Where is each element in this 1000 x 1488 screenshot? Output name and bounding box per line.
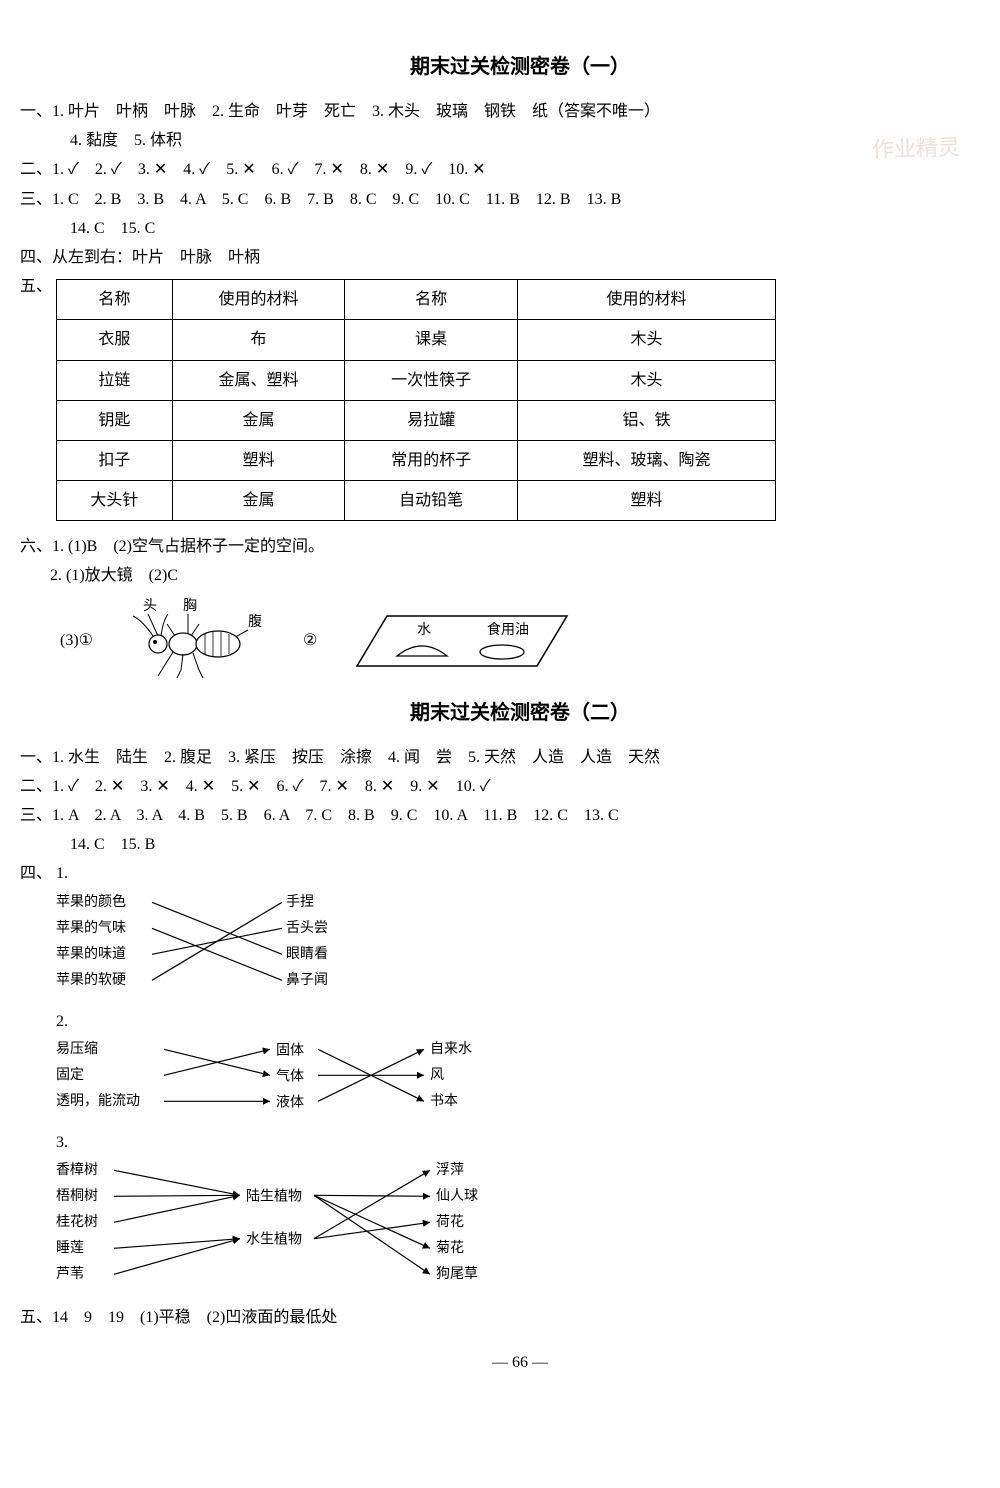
table-cell: 衣服	[57, 320, 173, 360]
match-right-label: 鼻子闻	[286, 971, 328, 988]
match-diagram-3: 3. 香樟树梧桐树桂花树睡莲芦苇 陆生植物水生植物 浮萍仙人球荷花菊花狗尾草	[56, 1129, 1000, 1292]
insect-abdomen-label: 腹	[248, 613, 262, 630]
table-header: 使用的材料	[517, 280, 775, 320]
match-mid-label: 固体	[276, 1042, 304, 1058]
match-mid-label: 气体	[276, 1068, 304, 1084]
exam2-title: 期末过关检测密卷（二）	[20, 696, 1000, 730]
match-right-label: 菊花	[436, 1240, 464, 1256]
exam1-q4: 四、从左到右：叶片 叶脉 叶柄	[20, 244, 1000, 271]
insect-head-label: 头	[143, 598, 157, 614]
match-left-label: 睡莲	[56, 1240, 84, 1256]
table-header: 名称	[57, 280, 173, 320]
match-right-label: 自来水	[430, 1041, 472, 1057]
exam1-q2: 二、1. ✓ 2. ✓ 3. ✕ 4. ✓ 5. ✕ 6. ✓ 7. ✕ 8. …	[20, 156, 1000, 183]
match-left-label: 苹果的味道	[56, 946, 126, 962]
table-header: 使用的材料	[172, 280, 345, 320]
slide-oil-label: 食用油	[487, 621, 529, 638]
table-cell: 木头	[517, 320, 775, 360]
table-cell: 扣子	[57, 440, 173, 480]
table-cell: 布	[172, 320, 345, 360]
match-right-label: 眼睛看	[286, 946, 328, 962]
table-row: 钥匙 金属 易拉罐 铝、铁	[57, 400, 776, 440]
match-left-label: 苹果的软硬	[56, 972, 126, 988]
exam1-q3: 三、1. C 2. B 3. B 4. A 5. C 6. B 7. B 8. …	[20, 186, 1000, 213]
table-row: 拉链 金属、塑料 一次性筷子 木头	[57, 360, 776, 400]
exam1-q6b: 2. (1)放大镜 (2)C	[20, 562, 1000, 589]
match-right-label: 手捏	[286, 894, 314, 910]
match-left-label: 透明，能流动	[56, 1093, 140, 1109]
table-cell: 金属	[172, 481, 345, 521]
table-cell: 拉链	[57, 360, 173, 400]
table-cell: 塑料、玻璃、陶瓷	[517, 440, 775, 480]
match-left-label: 芦苇	[56, 1266, 84, 1282]
exam2-q3: 三、1. A 2. A 3. A 4. B 5. B 6. A 7. C 8. …	[20, 802, 1000, 829]
match-right-label: 书本	[430, 1093, 458, 1109]
table-cell: 塑料	[517, 481, 775, 521]
table-header-row: 名称 使用的材料 名称 使用的材料	[57, 280, 776, 320]
table-cell: 大头针	[57, 481, 173, 521]
exam1-q6c-mid: ②	[303, 627, 317, 654]
exam1-q1: 一、1. 叶片 叶柄 叶脉 2. 生命 叶芽 死亡 3. 木头 玻璃 钢铁 纸（…	[20, 98, 1000, 125]
match-left-label: 苹果的颜色	[56, 893, 126, 910]
exam1-q6c-diagram-row: (3)① 头 胸 腹 ② 水 食用油	[60, 596, 1000, 686]
match-diagram-2: 2. 易压缩固定透明，能流动 固体气体液体 自来水风书本	[56, 1008, 1000, 1119]
match-left-label: 易压缩	[56, 1041, 98, 1057]
exam2-q4-label: 四、	[20, 860, 56, 887]
slide-diagram-icon: 水 食用油	[337, 596, 577, 686]
table-cell: 塑料	[172, 440, 345, 480]
materials-table: 名称 使用的材料 名称 使用的材料 衣服 布 课桌 木头 拉链 金属、塑料 一次…	[56, 279, 776, 521]
table-cell: 木头	[517, 360, 775, 400]
table-cell: 课桌	[345, 320, 518, 360]
exam1-title: 期末过关检测密卷（一）	[20, 50, 1000, 84]
table-cell: 钥匙	[57, 400, 173, 440]
table-row: 扣子 塑料 常用的杯子 塑料、玻璃、陶瓷	[57, 440, 776, 480]
match-right-label: 风	[430, 1068, 444, 1083]
exam2-q3b: 14. C 15. B	[20, 831, 1000, 858]
match-right-label: 浮萍	[436, 1162, 464, 1178]
page-number: — 66 —	[20, 1349, 1000, 1376]
match-left-label: 梧桐树	[56, 1188, 98, 1204]
match2-num: 2.	[56, 1008, 78, 1035]
table-cell: 一次性筷子	[345, 360, 518, 400]
match-left-label: 香樟树	[56, 1161, 98, 1178]
exam1-q3b: 14. C 15. C	[20, 215, 1000, 242]
match-diagram-1: 1. 苹果的颜色苹果的气味苹果的味道苹果的软硬 手捏舌头尝眼睛看鼻子闻	[56, 860, 1000, 997]
match-left-label: 桂花树	[56, 1214, 98, 1230]
exam1-q6c-prefix: (3)①	[60, 627, 93, 654]
table-cell: 自动铅笔	[345, 481, 518, 521]
match-right-label: 仙人球	[436, 1188, 478, 1204]
match-right-label: 荷花	[436, 1214, 464, 1230]
exam2-q5: 五、14 9 19 (1)平稳 (2)凹液面的最低处	[20, 1304, 1000, 1331]
table-cell: 铝、铁	[517, 400, 775, 440]
insect-thorax-label: 胸	[183, 598, 197, 614]
table-cell: 金属	[172, 400, 345, 440]
table-cell: 常用的杯子	[345, 440, 518, 480]
table-cell: 金属、塑料	[172, 360, 345, 400]
match3-num: 3.	[56, 1129, 78, 1156]
match-left-label: 苹果的气味	[56, 920, 126, 936]
exam1-q1b: 4. 黏度 5. 体积	[20, 127, 1000, 154]
exam2-q1: 一、1. 水生 陆生 2. 腹足 3. 紧压 按压 涂擦 4. 闻 尝 5. 天…	[20, 744, 1000, 771]
match-right-label: 舌头尝	[286, 920, 328, 936]
exam1-q5-label: 五、	[20, 273, 56, 300]
table-cell: 易拉罐	[345, 400, 518, 440]
match1-num: 1.	[56, 860, 78, 887]
match-left-label: 固定	[56, 1067, 84, 1083]
table-header: 名称	[345, 280, 518, 320]
exam1-q6a: 六、1. (1)B (2)空气占据杯子一定的空间。	[20, 533, 1000, 560]
table-row: 大头针 金属 自动铅笔 塑料	[57, 481, 776, 521]
match-mid-label: 水生植物	[246, 1232, 302, 1248]
match-mid-label: 液体	[276, 1094, 304, 1110]
insect-diagram-icon: 头 胸 腹	[113, 596, 283, 686]
exam2-q2: 二、1. ✓ 2. ✕ 3. ✕ 4. ✕ 5. ✕ 6. ✓ 7. ✕ 8. …	[20, 773, 1000, 800]
slide-water-label: 水	[417, 622, 431, 638]
table-row: 衣服 布 课桌 木头	[57, 320, 776, 360]
match-mid-label: 陆生植物	[246, 1188, 302, 1204]
match-right-label: 狗尾草	[436, 1266, 478, 1282]
